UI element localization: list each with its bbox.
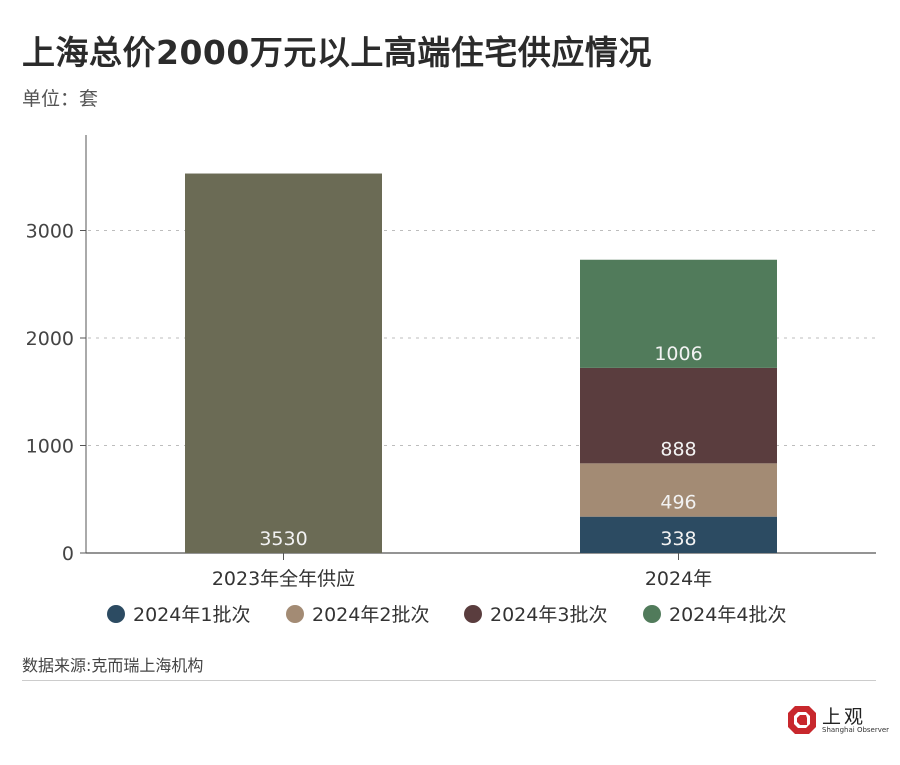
data-label: 1006 (654, 343, 702, 365)
legend-marker (464, 605, 482, 623)
source-note: 数据来源:克而瑞上海机构 (22, 656, 204, 675)
data-label: 3530 (259, 528, 307, 550)
data-label: 888 (660, 438, 696, 460)
legend-label: 2024年3批次 (490, 604, 607, 626)
unit-label: 单位：套 (22, 88, 99, 110)
legend-marker (107, 605, 125, 623)
legend-label: 2024年4批次 (669, 604, 786, 626)
legend-label: 2024年2批次 (312, 604, 429, 626)
data-label: 338 (660, 528, 696, 550)
x-tick-label: 2023年全年供应 (212, 568, 355, 590)
bar-segment (185, 173, 382, 553)
legend-marker (286, 605, 304, 623)
data-label: 496 (660, 492, 696, 514)
footer-divider (22, 680, 876, 681)
brand-name: 上观 (822, 706, 867, 728)
y-tick-label: 0 (62, 543, 74, 565)
brand-logo: 上观 Shanghai Observer (786, 700, 889, 740)
legend-marker (643, 605, 661, 623)
shanghai-observer-logo-icon (788, 706, 816, 734)
y-tick-label: 1000 (26, 436, 74, 458)
bar-segment (580, 516, 777, 553)
chart-title: 上海总价2000万元以上高端住宅供应情况 (22, 33, 652, 72)
bar-segment (580, 367, 777, 464)
y-tick-label: 3000 (26, 221, 74, 243)
bar-segment (580, 463, 777, 517)
y-tick-label: 2000 (26, 328, 74, 350)
bar-chart: 0 1000 2000 3000 3530 2023年全年供应 338 496 888 1006 2… (26, 135, 876, 626)
legend-label: 2024年1批次 (133, 604, 250, 626)
bar-segment (580, 259, 777, 368)
x-tick-label: 2024年 (645, 568, 712, 590)
brand-subtitle: Shanghai Observer (822, 726, 890, 734)
